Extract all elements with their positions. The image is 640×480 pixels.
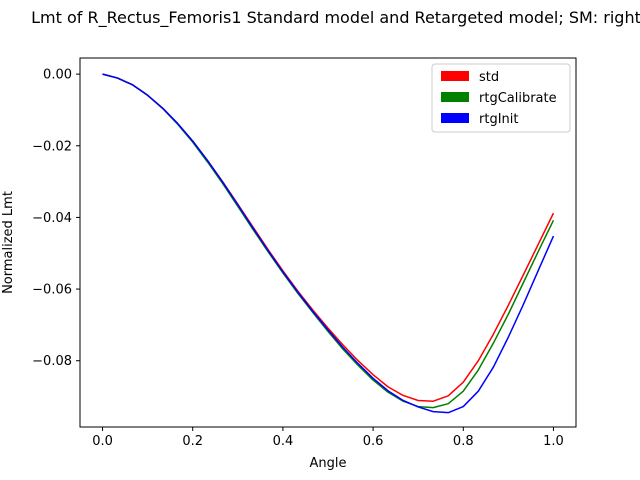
legend-swatch-std <box>441 71 469 81</box>
y-tick-label: −0.04 <box>32 211 72 226</box>
chart-title: Lmt of R_Rectus_Femoris1 Standard model … <box>31 8 640 28</box>
x-axis-label: Angle <box>310 456 347 471</box>
x-tick-label: 1.0 <box>543 434 564 449</box>
x-tick-label: 0.0 <box>92 434 113 449</box>
y-axis-label: Normalized Lmt <box>1 191 16 294</box>
axes-frame <box>79 57 577 428</box>
y-tick-label: −0.02 <box>32 139 72 154</box>
x-tick-label: 0.2 <box>182 434 203 449</box>
y-tick-label: 0.00 <box>43 68 72 83</box>
y-tick-label: −0.08 <box>32 354 72 369</box>
series-lines <box>102 73 555 414</box>
x-tick-label: 0.4 <box>273 434 294 449</box>
axis-ticks: 0.0 0.2 0.4 0.6 0.8 1.0 0.00 −0.02 −0.04 −0.06 −0.… <box>32 68 564 449</box>
legend-swatch-rtgInit <box>441 113 469 123</box>
legend: std rtgCalibrate rtgInit <box>431 63 571 133</box>
legend-label-rtgCalibrate: rtgCalibrate <box>479 91 557 106</box>
x-tick-label: 0.6 <box>363 434 384 449</box>
y-tick-label: −0.06 <box>32 283 72 298</box>
series-line-rtgInit <box>102 73 555 414</box>
x-tick-label: 0.8 <box>453 434 474 449</box>
legend-label-std: std <box>479 70 499 85</box>
legend-swatch-rtgCalibrate <box>441 92 469 102</box>
legend-label-rtgInit: rtgInit <box>479 112 518 127</box>
